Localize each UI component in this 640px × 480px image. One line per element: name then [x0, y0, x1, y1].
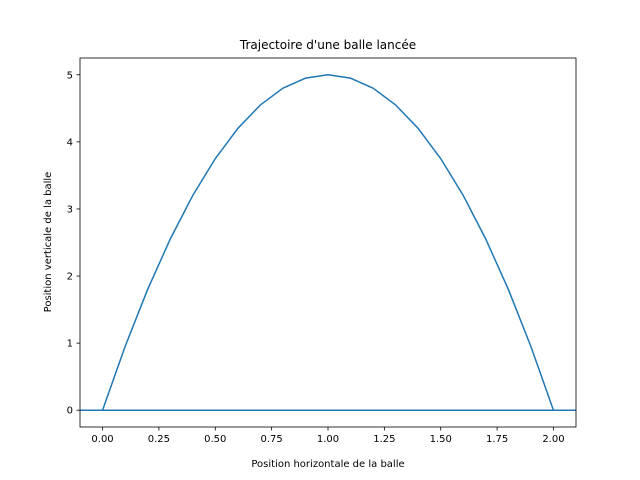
y-tick-label: 0: [67, 406, 73, 417]
y-tick-label: 4: [67, 137, 73, 148]
y-tick-label: 5: [67, 70, 73, 81]
x-tick-label: 1.50: [430, 434, 452, 445]
y-tick-label: 1: [67, 339, 73, 350]
series-layer: [80, 74, 576, 411]
y-tick-label: 3: [67, 204, 73, 215]
x-tick-label: 0.00: [91, 434, 113, 445]
x-tick-label: 1.00: [317, 434, 339, 445]
x-tick-label: 0.50: [204, 434, 226, 445]
x-tick-label: 2.00: [542, 434, 564, 445]
x-axis-label: Position horizontale de la balle: [251, 459, 404, 470]
x-tick-label: 0.25: [148, 434, 170, 445]
plot-area-frame: [79, 57, 577, 428]
y-tick-label: 2: [67, 272, 73, 283]
x-tick-label: 1.75: [486, 434, 508, 445]
x-axis-ticks: 0.00 0.25 0.50 0.75 1.00 1.25 1.50 1.75 2.00: [91, 427, 565, 445]
x-tick-label: 1.25: [373, 434, 395, 445]
x-tick-label: 0.75: [261, 434, 283, 445]
y-axis-label: Position verticale de la balle: [43, 172, 54, 313]
chart-title: Trajectoire d'une balle lancée: [239, 38, 416, 52]
trajectory-line: [101, 74, 555, 411]
y-axis-ticks: 0 1 2 3 4 5: [67, 70, 80, 417]
